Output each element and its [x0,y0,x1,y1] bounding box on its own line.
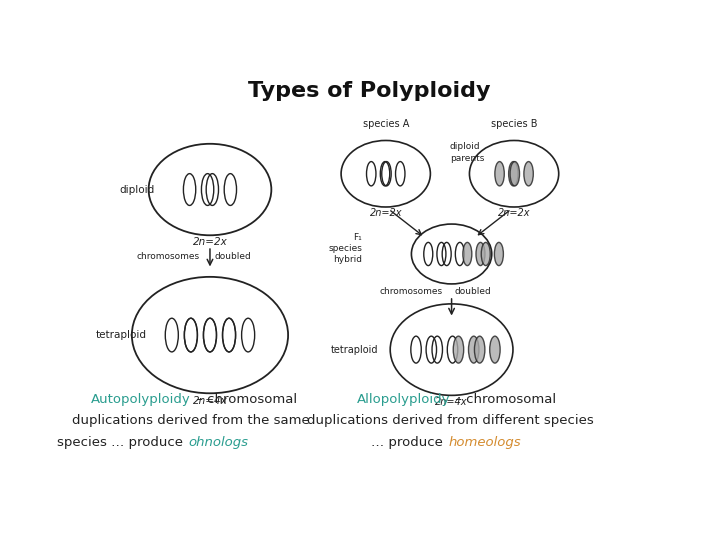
Ellipse shape [463,242,472,266]
Text: doubled: doubled [455,287,492,296]
Text: species B: species B [491,119,537,129]
Ellipse shape [490,336,500,363]
Text: 2n=2x: 2n=2x [498,208,531,218]
Text: duplications derived from the same: duplications derived from the same [71,414,310,427]
Text: duplications derived from different species: duplications derived from different spec… [307,414,593,427]
Ellipse shape [474,336,485,363]
Ellipse shape [495,242,503,266]
Ellipse shape [510,161,520,186]
Text: Autopolyploidy: Autopolyploidy [91,393,190,406]
Ellipse shape [469,336,479,363]
Text: diploid
parents: diploid parents [450,141,485,163]
Text: chromosomes: chromosomes [379,287,443,296]
Ellipse shape [481,242,490,266]
Text: homeologs: homeologs [449,436,521,449]
Text: – chromosomal: – chromosomal [192,393,297,406]
Ellipse shape [508,161,518,186]
Text: species … produce: species … produce [58,436,188,449]
Text: chromosomes: chromosomes [137,252,200,261]
Text: 2n=2x: 2n=2x [369,208,402,218]
Text: ohnologs: ohnologs [189,436,249,449]
Text: tetraploid: tetraploid [96,330,147,340]
Text: … produce: … produce [371,436,447,449]
Text: 2n=4x: 2n=4x [436,396,468,407]
Text: species A: species A [363,119,409,129]
Text: – chromosomal: – chromosomal [451,393,556,406]
Ellipse shape [453,336,464,363]
Text: Types of Polyploidy: Types of Polyploidy [248,82,490,102]
Text: tetraploid: tetraploid [330,345,378,355]
Text: 2n=4x: 2n=4x [192,396,228,406]
Ellipse shape [524,161,534,186]
Ellipse shape [495,161,504,186]
Text: diploid: diploid [120,185,155,194]
Text: F₁
species
hybrid: F₁ species hybrid [328,233,362,264]
Text: Allopolyploidy: Allopolyploidy [356,393,450,406]
Ellipse shape [476,242,485,266]
Text: doubled: doubled [215,252,251,261]
Text: 2n=2x: 2n=2x [192,237,228,247]
